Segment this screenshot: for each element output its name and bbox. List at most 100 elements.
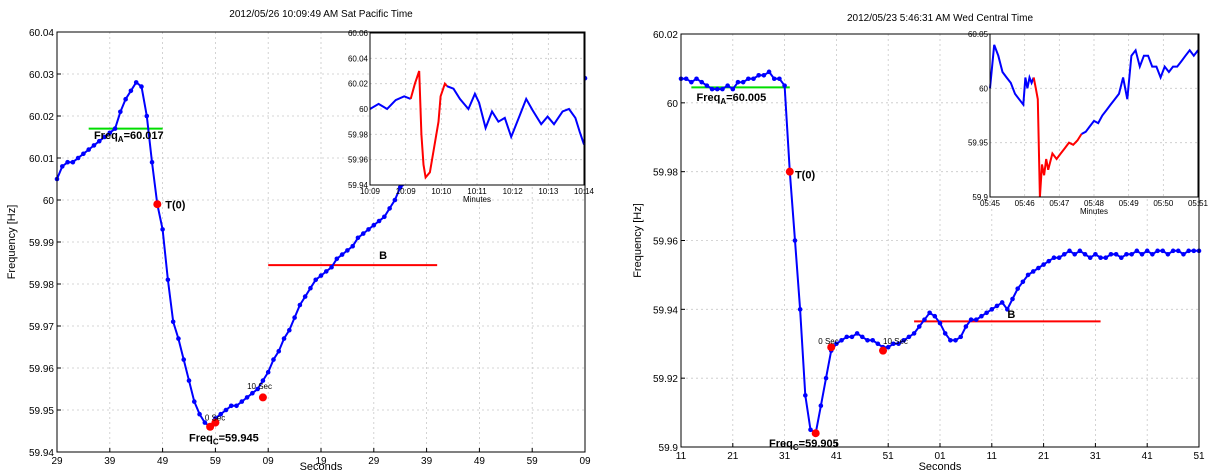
time-annotation: 0 Sec <box>205 414 225 423</box>
series-point <box>766 69 772 75</box>
series-point <box>1144 248 1150 254</box>
series-point <box>818 403 824 409</box>
series-point <box>1087 255 1093 261</box>
inset-x-tick-label: 10:13 <box>538 187 559 196</box>
series-point <box>963 324 969 329</box>
series-point <box>834 341 839 347</box>
series-point <box>854 331 860 336</box>
inset-event-line <box>1032 77 1083 198</box>
series-point <box>1093 251 1098 257</box>
inset-y-tick-label: 59.96 <box>348 156 369 165</box>
series-point <box>730 86 736 92</box>
series-point <box>65 159 70 165</box>
series-point <box>360 231 366 236</box>
annotation-value: =59.905 <box>799 438 839 450</box>
inset-x-axis-label: Minutes <box>463 195 491 204</box>
series-point <box>397 185 403 190</box>
series-point <box>782 83 787 88</box>
series-point <box>1186 248 1191 254</box>
series-point <box>709 86 715 92</box>
series-point <box>59 164 65 169</box>
inset-x-tick-label: 10:09 <box>360 187 381 196</box>
inset-frame <box>369 32 585 186</box>
series-point <box>906 334 912 340</box>
y-tick-label: 59.94 <box>29 448 54 459</box>
inset-y-tick-label: 60.05 <box>968 30 989 39</box>
series-point <box>746 76 751 82</box>
y-tick-label: 59.94 <box>653 305 678 316</box>
series-point <box>1046 258 1052 264</box>
annotation-sub: A <box>720 97 726 106</box>
series-point <box>771 76 777 82</box>
series-point <box>228 403 234 409</box>
series-point <box>160 227 165 232</box>
series-point <box>250 390 255 396</box>
series-point <box>937 320 943 326</box>
inset-x-tick-label: 10:10 <box>431 187 452 196</box>
series-point <box>1072 251 1077 257</box>
annotation-sub: A <box>118 135 124 144</box>
x-axis-label: Seconds <box>300 461 343 473</box>
series-point <box>1113 251 1119 257</box>
inset-x-tick-label: 05:48 <box>1084 199 1105 208</box>
series-point <box>994 303 1000 309</box>
x-tick-label: 41 <box>831 451 843 462</box>
plot-frame <box>56 31 586 453</box>
series-point <box>792 238 798 243</box>
series-point <box>694 76 699 82</box>
inset-y-tick-label: 60 <box>359 105 368 114</box>
series-point <box>823 375 829 381</box>
key-point <box>785 167 794 176</box>
key-point <box>153 200 162 209</box>
series-point <box>865 338 870 343</box>
y-tick-label: 60.02 <box>653 30 678 41</box>
inset-x-tick-label: 10:09 <box>396 187 417 196</box>
series-point <box>1129 251 1134 257</box>
series-point <box>1030 269 1036 274</box>
series-point <box>297 302 303 308</box>
series-point <box>1119 255 1124 261</box>
series-point <box>329 264 334 270</box>
series-point <box>133 80 139 85</box>
y-tick-label: 59.92 <box>653 374 678 385</box>
series-point <box>1077 248 1083 254</box>
y-tick-label: 60 <box>667 99 679 110</box>
inset-x-tick-label: 05:45 <box>980 199 1001 208</box>
series-point <box>875 341 881 347</box>
series-point <box>1010 296 1015 302</box>
series-point <box>839 338 844 343</box>
time-annotation: 0 Sec <box>818 337 838 346</box>
series-point <box>1062 251 1067 257</box>
series-point <box>808 427 813 433</box>
x-tick-label: 21 <box>727 451 739 462</box>
series-point <box>989 307 995 312</box>
series-point <box>118 109 123 115</box>
series-point <box>953 338 958 343</box>
y-tick-label: 59.97 <box>29 322 54 333</box>
series-point <box>107 130 113 136</box>
series-point <box>797 307 803 312</box>
y-tick-label: 60.04 <box>29 28 54 39</box>
x-tick-label: 11 <box>676 451 687 462</box>
y-tick-label: 59.98 <box>653 168 678 179</box>
series-point <box>720 86 725 92</box>
x-tick-label: 41 <box>1142 451 1154 462</box>
y-tick-label: 59.96 <box>29 364 54 375</box>
inset-x-tick-label: 10:14 <box>574 187 595 196</box>
series-point <box>176 336 181 341</box>
series-point <box>973 317 979 322</box>
series-point <box>1036 265 1041 271</box>
time-annotation: 10 Sec <box>247 382 272 391</box>
inset-x-tick-label: 10:12 <box>503 187 524 196</box>
freq-annotation: FreqA=60.005 <box>697 92 767 106</box>
x-tick-label: 29 <box>368 456 380 467</box>
series-point <box>197 411 202 417</box>
series-point <box>382 214 387 220</box>
y-tick-label: 59.98 <box>29 280 54 291</box>
y-tick-label: 60.03 <box>29 70 54 81</box>
x-tick-label: 59 <box>210 456 222 467</box>
series-point <box>885 344 891 350</box>
y-tick-label: 60 <box>43 196 55 207</box>
freq-annotation: FreqA=60.017 <box>94 130 164 144</box>
inset-x-tick-label: 05:50 <box>1153 199 1174 208</box>
